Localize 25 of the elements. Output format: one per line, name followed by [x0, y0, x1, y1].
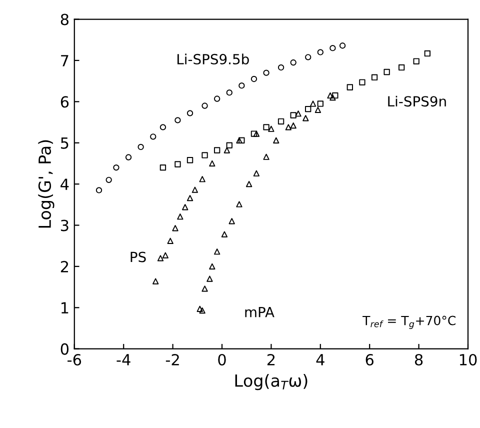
x-tick-label: 0: [218, 354, 226, 366]
x-tick-label: -6: [68, 354, 82, 366]
x-tick-label: 6: [366, 354, 374, 366]
y-tick-label: 0: [60, 343, 69, 355]
y-tick-label: 5: [61, 138, 68, 149]
y-tick-label: 1: [61, 302, 68, 314]
text: mPA: [245, 306, 274, 318]
series-label: PS: [130, 252, 146, 262]
x-tick-label: -4: [116, 354, 130, 366]
y-tick-label: 7: [61, 55, 68, 66]
x-tick-label: 8: [414, 354, 423, 366]
y-tick-label: 3: [60, 220, 68, 232]
x-tick-label: -2: [166, 354, 179, 366]
y-tick-label: 4: [60, 178, 69, 190]
y-tick-label: 8: [60, 14, 68, 26]
annotation: T$_{ref}$ = T$_{g}$+70°C: [362, 316, 456, 329]
x-tick-label: 2: [267, 354, 275, 366]
x-tick-label: 10: [460, 354, 477, 366]
y-tick-label: 6: [60, 96, 69, 108]
x-axis-title: Log(a$_{T}$ω): [235, 374, 308, 390]
y-tick-label: 2: [60, 260, 68, 272]
series-label: Li-SPS9n: [388, 96, 446, 107]
x-tick-label: 4: [316, 354, 324, 366]
series-label: Li-SPS9.5b: [177, 54, 249, 64]
y-axis-title: Log(G', Pa): [38, 140, 54, 228]
